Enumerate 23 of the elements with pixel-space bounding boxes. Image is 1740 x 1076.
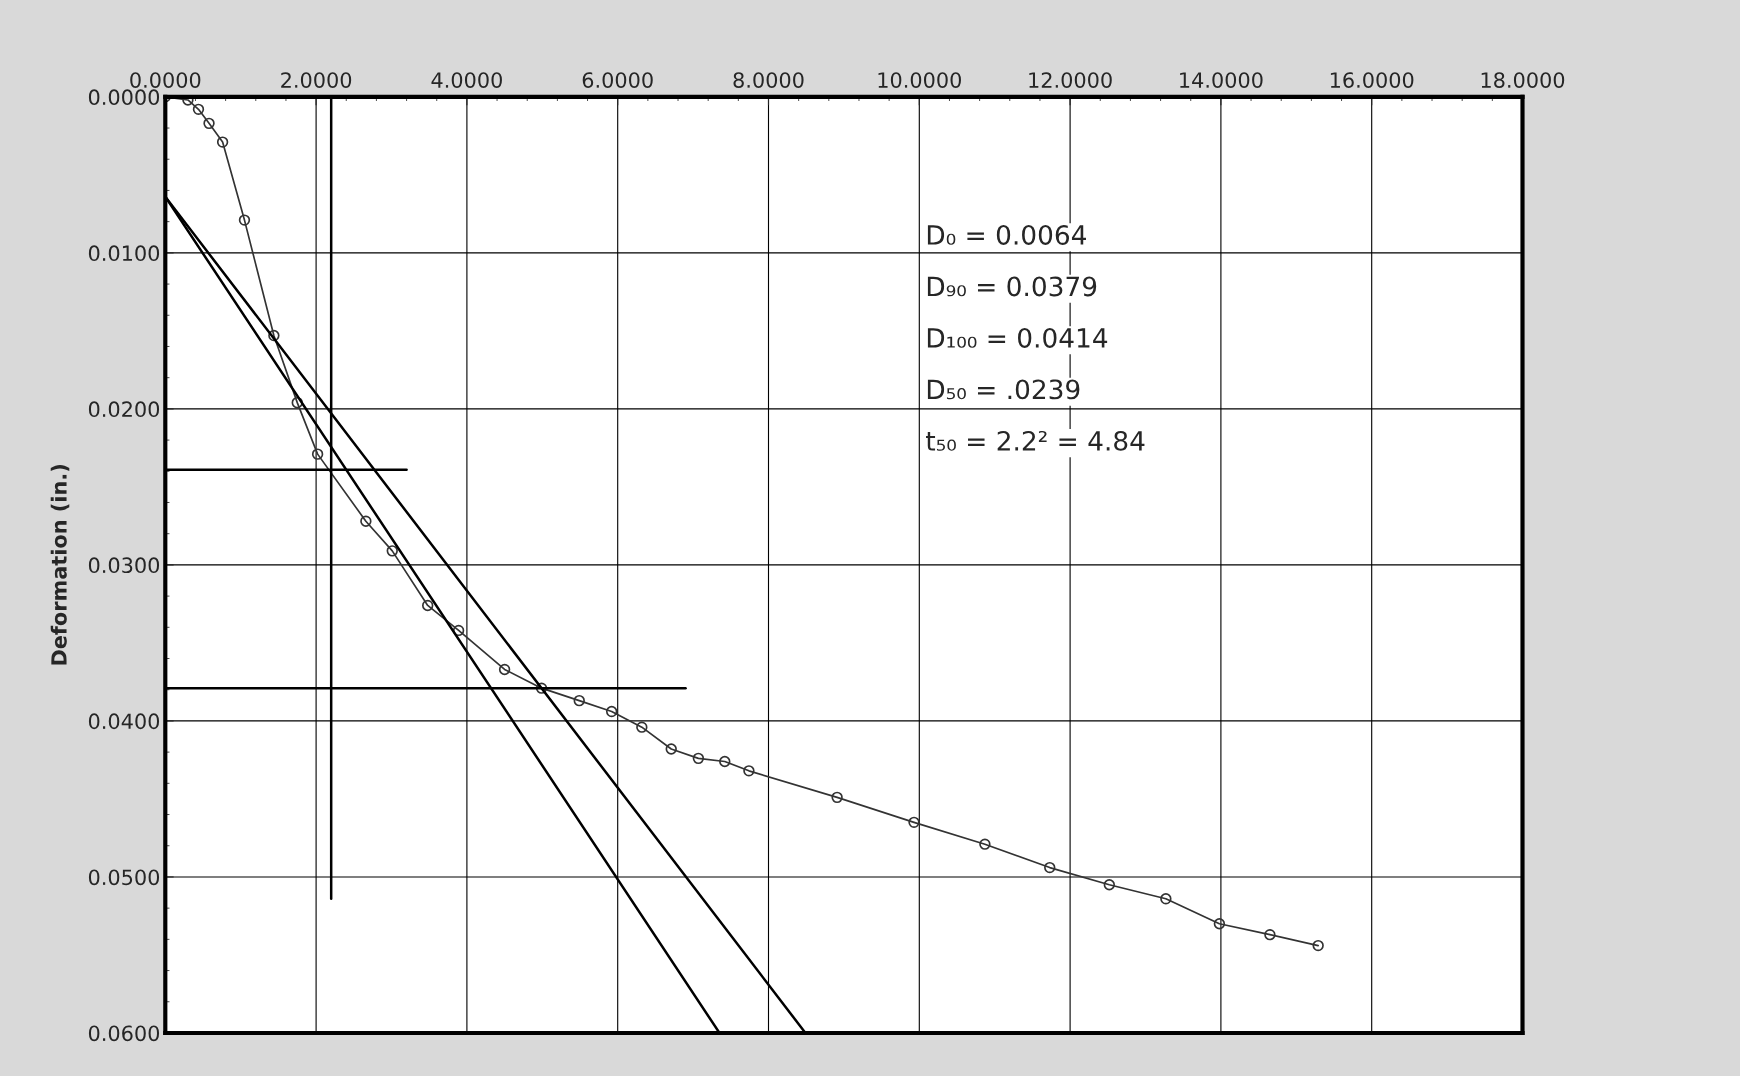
x-tick-label: 0.0000 [130, 72, 201, 88]
x-tick-label: 4.0000 [431, 72, 502, 88]
x-tick-label: 2.0000 [281, 72, 352, 88]
y-tick-label: 0.0200 [88, 401, 160, 418]
x-tick-label: 14.0000 [1180, 72, 1263, 88]
y-tick-label: 0.0400 [88, 713, 160, 730]
annotation: D₁₀₀ = 0.0414 [927, 327, 1108, 348]
y-tick-label: 0.0000 [88, 89, 160, 106]
y-tick-label: 0.0100 [88, 245, 160, 262]
y-tick-label: 0.0600 [88, 1025, 160, 1042]
x-tick-label: 16.0000 [1330, 72, 1414, 88]
x-tick-label: 18.0000 [1481, 72, 1565, 88]
x-tick-label: 8.0000 [733, 72, 804, 88]
x-tick-label: 12.0000 [1029, 72, 1112, 88]
annotation: D₅₀ = .0239 [927, 379, 1080, 400]
y-axis-title: Deformation (in.) [50, 465, 70, 665]
annotation: D₉₀ = 0.0379 [927, 276, 1097, 297]
annotation: D₀ = 0.0064 [927, 224, 1086, 245]
y-tick-label: 0.0500 [88, 869, 160, 886]
x-tick-label: 6.0000 [582, 72, 653, 88]
annotation: t₅₀ = 2.2² = 4.84 [926, 430, 1145, 451]
y-tick-label: 0.0300 [88, 557, 160, 574]
x-tick-label: 10.0000 [878, 72, 961, 88]
